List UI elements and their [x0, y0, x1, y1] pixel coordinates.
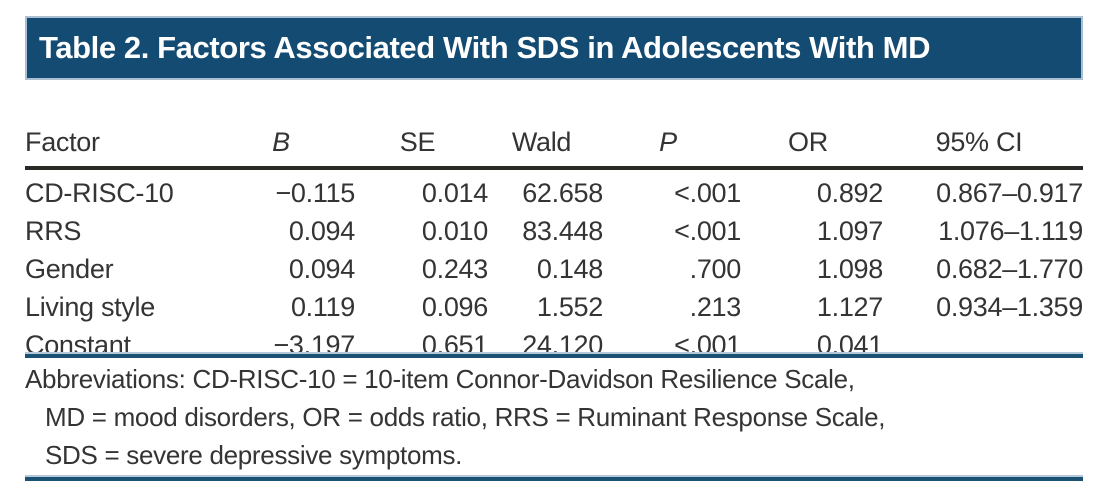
- cell-se: 0.014: [421, 177, 488, 208]
- footnote: Abbreviations: CD-RISC-10 = 10-item Conn…: [25, 360, 1060, 474]
- cell-wald: 83.448: [522, 215, 603, 246]
- table-row: Living style 0.119 0.096 1.552 .213 1.12…: [25, 288, 1083, 326]
- table-row: Gender 0.094 0.243 0.148 .700 1.098 0.68…: [25, 250, 1083, 288]
- cell-or: 0.892: [816, 177, 883, 208]
- cell-b: 0.094: [288, 215, 355, 246]
- cell-wald: 24.120: [522, 329, 603, 360]
- factors-table: Factor B SE Wald P OR 95% CI CD-RISC-10 …: [25, 104, 1083, 364]
- table-row: Constant −3.197 0.651 24.120 <.001 0.041: [25, 326, 1083, 364]
- cell-b: −0.115: [275, 177, 355, 208]
- column-header-se: SE: [355, 104, 488, 170]
- cell-ci: 0.934–1.359: [936, 291, 1083, 322]
- cell-se: 0.651: [421, 329, 488, 360]
- header-row: Factor B SE Wald P OR 95% CI: [25, 104, 1083, 170]
- table-row: CD-RISC-10 −0.115 0.014 62.658 <.001 0.8…: [25, 168, 1083, 212]
- footnote-line: SDS = severe depressive symptoms.: [45, 440, 463, 470]
- table-header: Factor B SE Wald P OR 95% CI: [25, 104, 1083, 170]
- cell-p: <.001: [674, 329, 741, 360]
- cell-or: 1.127: [816, 291, 883, 322]
- cell-factor: CD-RISC-10: [25, 177, 174, 208]
- cell-p: <.001: [674, 177, 741, 208]
- cell-se: 0.243: [421, 253, 488, 284]
- cell-or: 1.098: [816, 253, 883, 284]
- table-title-bar: Table 2. Factors Associated With SDS in …: [25, 16, 1083, 80]
- cell-b: 0.094: [288, 253, 355, 284]
- cell-ci: 0.682–1.770: [936, 253, 1083, 284]
- cell-factor: Constant: [25, 329, 131, 360]
- cell-factor: Living style: [25, 291, 155, 322]
- column-header-factor: Factor: [25, 104, 215, 170]
- figure-bottom-rule: [25, 475, 1083, 481]
- cell-wald: 0.148: [536, 253, 603, 284]
- footnote-line: Abbreviations: CD-RISC-10 = 10-item Conn…: [25, 364, 855, 394]
- footnote-line: MD = mood disorders, OR = odds ratio, RR…: [45, 402, 886, 432]
- cell-ci: 0.867–0.917: [936, 177, 1083, 208]
- column-header-or: OR: [741, 104, 883, 170]
- column-header-b: B: [215, 104, 355, 170]
- table-body: CD-RISC-10 −0.115 0.014 62.658 <.001 0.8…: [25, 168, 1083, 364]
- cell-p: .700: [689, 253, 742, 284]
- cell-p: <.001: [674, 215, 741, 246]
- cell-b: 0.119: [290, 291, 355, 322]
- column-header-p: P: [603, 104, 741, 170]
- cell-ci: [883, 326, 1083, 364]
- cell-se: 0.096: [421, 291, 488, 322]
- table-bottom-rule: [25, 352, 1083, 358]
- table-row: RRS 0.094 0.010 83.448 <.001 1.097 1.076…: [25, 212, 1083, 250]
- cell-or: 1.097: [816, 215, 883, 246]
- cell-factor: Gender: [25, 253, 114, 284]
- cell-se: 0.010: [421, 215, 488, 246]
- column-header-wald: Wald: [488, 104, 603, 170]
- cell-ci: 1.076–1.119: [938, 215, 1083, 246]
- cell-b: −3.197: [273, 329, 355, 360]
- table-title: Table 2. Factors Associated With SDS in …: [39, 30, 931, 65]
- column-header-ci: 95% CI: [883, 104, 1083, 170]
- cell-or: 0.041: [816, 329, 883, 360]
- cell-p: .213: [689, 291, 742, 322]
- cell-factor: RRS: [25, 215, 82, 246]
- cell-wald: 62.658: [522, 177, 603, 208]
- cell-wald: 1.552: [536, 291, 603, 322]
